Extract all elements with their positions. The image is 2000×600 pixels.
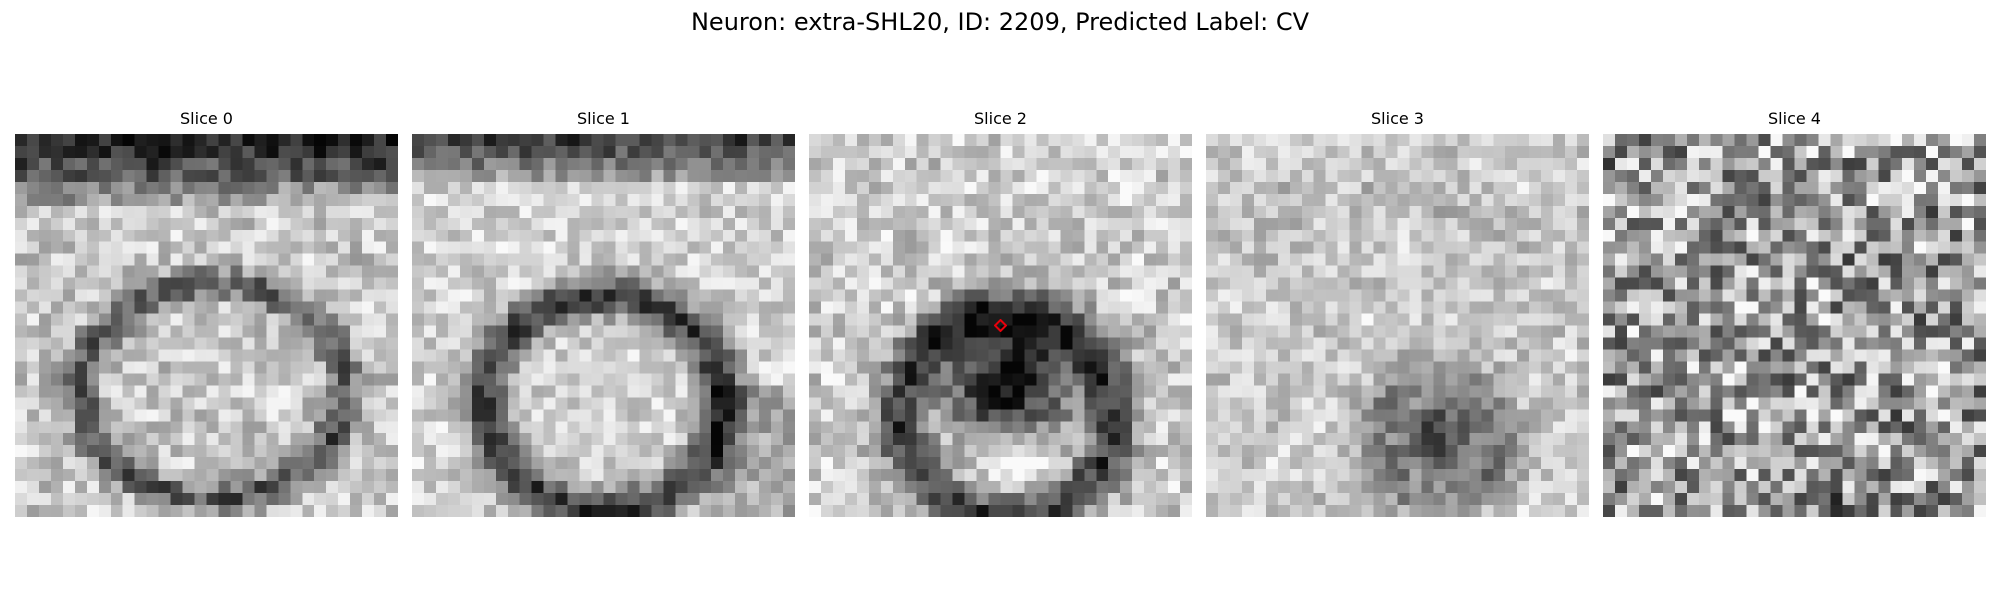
slice-image-0: [15, 134, 398, 517]
slice-title-0: Slice 0: [180, 109, 233, 128]
slice-title-2: Slice 2: [974, 109, 1027, 128]
figure-title: Neuron: extra-SHL20, ID: 2209, Predicted…: [690, 8, 1310, 36]
slice-title-4: Slice 4: [1768, 109, 1821, 128]
slice-image-2: [809, 134, 1192, 517]
slice-image-3: [1206, 134, 1589, 517]
slice-title-1: Slice 1: [577, 109, 630, 128]
slice-title-3: Slice 3: [1371, 109, 1424, 128]
slice-image-4: [1603, 134, 1986, 517]
slice-image-1: [412, 134, 795, 517]
